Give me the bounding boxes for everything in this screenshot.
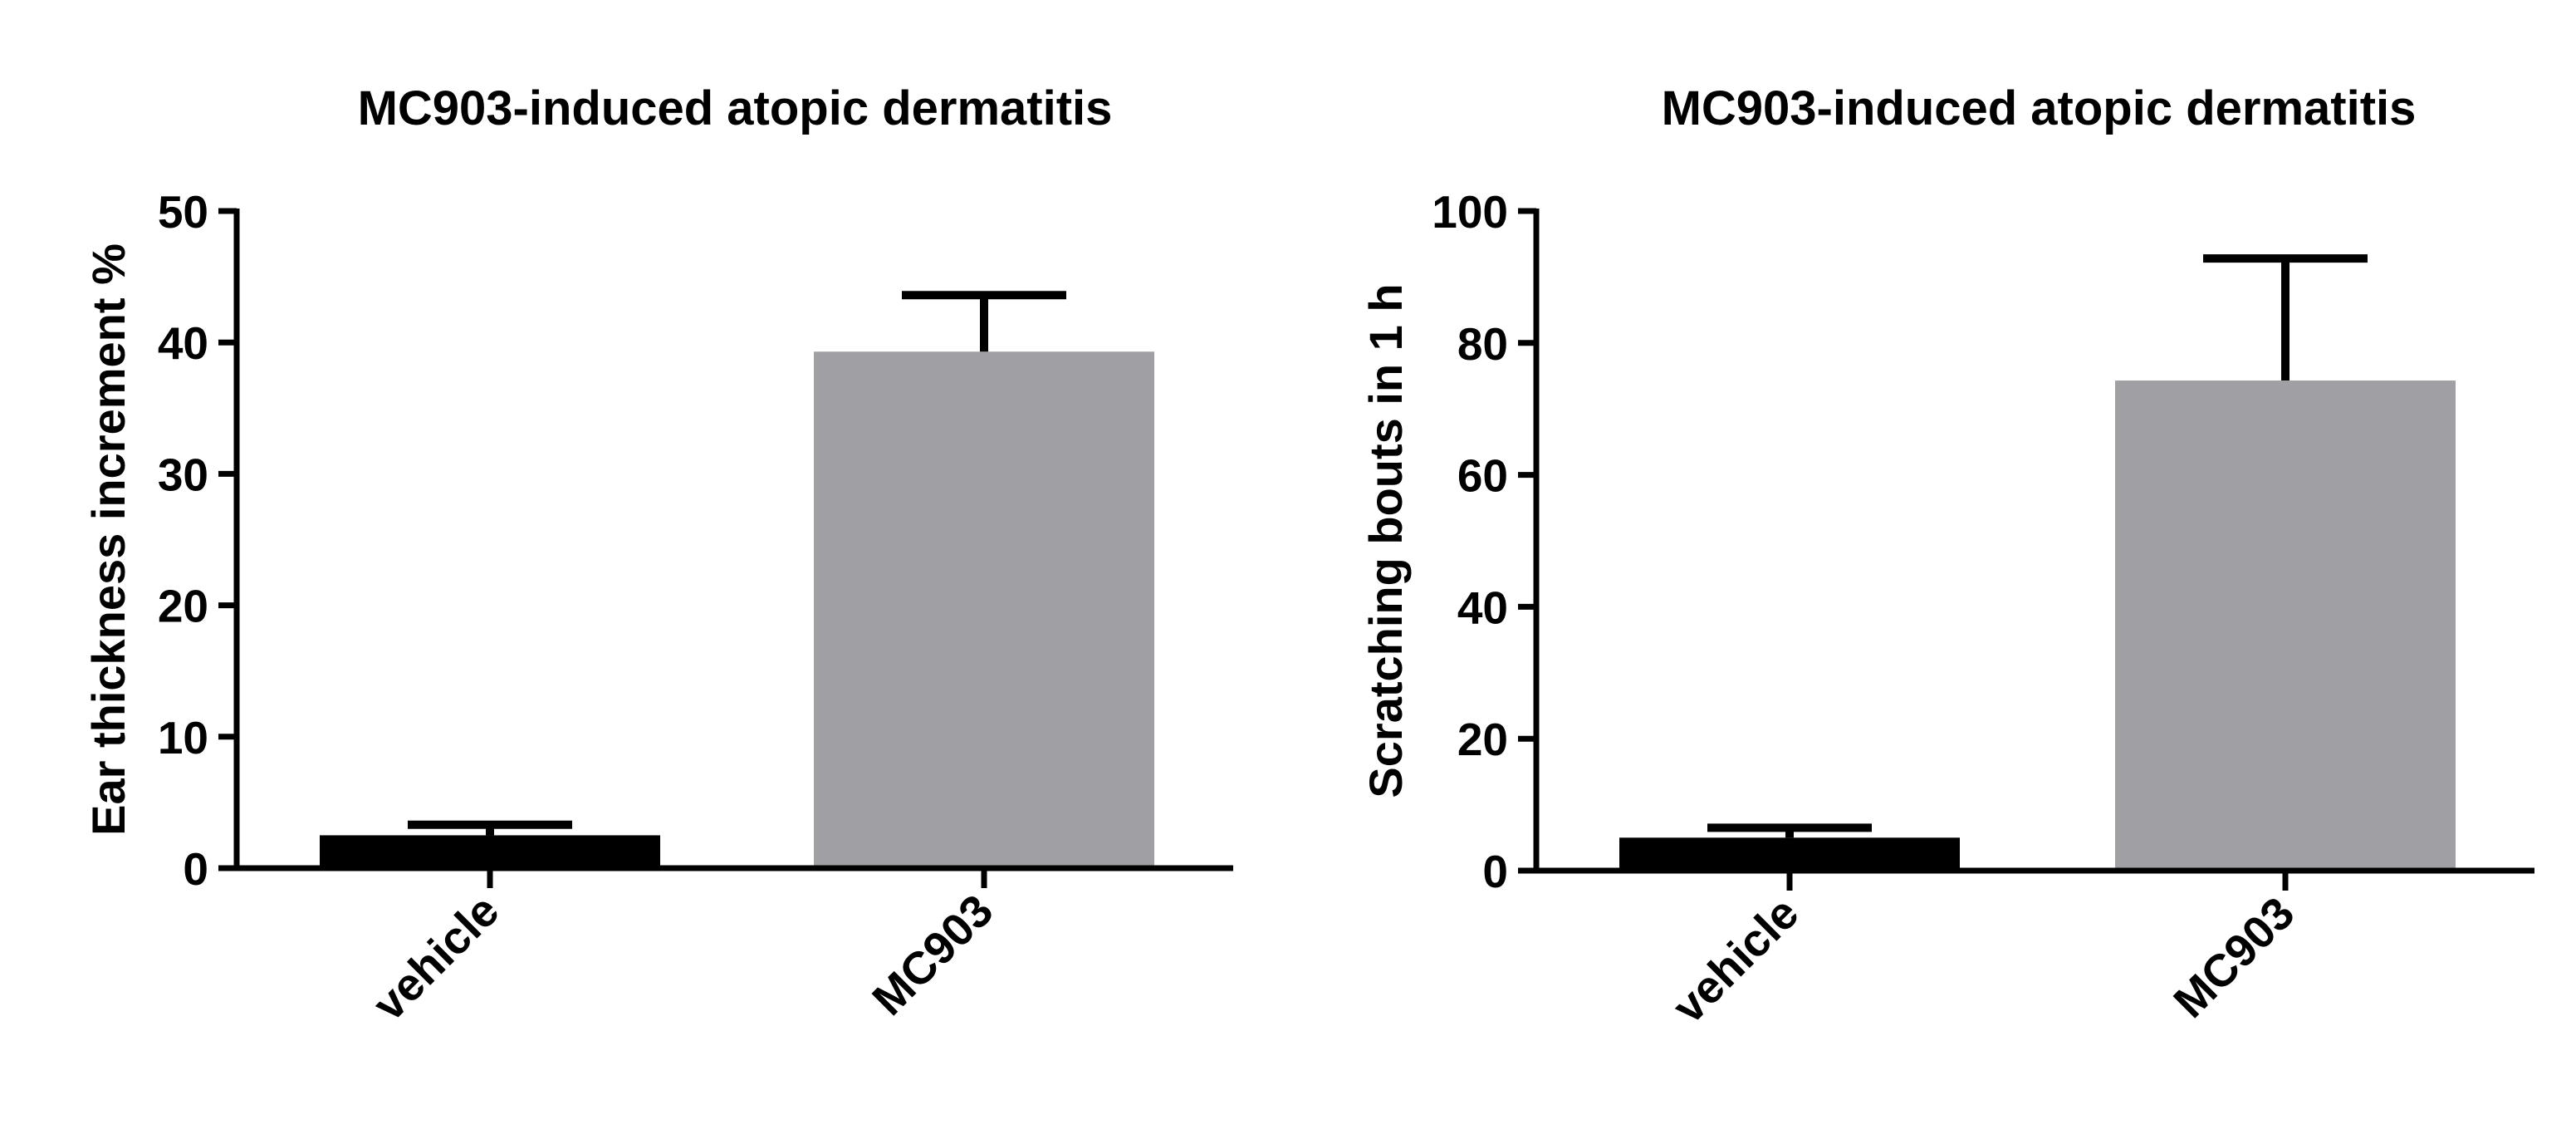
bar-mc903 xyxy=(814,351,1154,868)
y-tick-label: 80 xyxy=(1457,318,1508,370)
y-tick-label: 10 xyxy=(158,712,208,763)
chart-panel-2: MC903-induced atopic dermatitis Scratchin… xyxy=(1359,81,2534,1033)
y-tick-label: 30 xyxy=(158,449,208,500)
chart-title: MC903-induced atopic dermatitis xyxy=(1662,81,2417,135)
chart-panel-1: MC903-induced atopic dermatitis Ear thick… xyxy=(82,81,1233,1030)
y-axis-label: Ear thickness increment % xyxy=(82,243,135,836)
bar-vehicle xyxy=(320,835,660,868)
bar-mc903 xyxy=(2115,380,2456,871)
chart-title: MC903-induced atopic dermatitis xyxy=(358,81,1113,135)
y-tick-label: 20 xyxy=(158,581,208,632)
y-tick-label: 60 xyxy=(1457,450,1508,502)
y-tick-label: 50 xyxy=(158,186,208,238)
y-axis-label: Scratching bouts in 1 h xyxy=(1359,283,1412,798)
x-tick-label-mc903: MC903 xyxy=(862,885,1002,1025)
y-tick-label: 100 xyxy=(1432,186,1508,238)
y-tick-label: 40 xyxy=(158,317,208,369)
x-tick-label-mc903: MC903 xyxy=(2163,887,2304,1028)
y-tick-label: 20 xyxy=(1457,714,1508,765)
x-tick-label-vehicle: vehicle xyxy=(1663,887,1809,1033)
y-tick-label: 40 xyxy=(1457,582,1508,633)
x-tick-label-vehicle: vehicle xyxy=(363,885,509,1031)
y-tick-label: 0 xyxy=(183,843,208,895)
y-tick-label: 0 xyxy=(1482,846,1508,897)
bar-vehicle xyxy=(1619,837,1960,871)
